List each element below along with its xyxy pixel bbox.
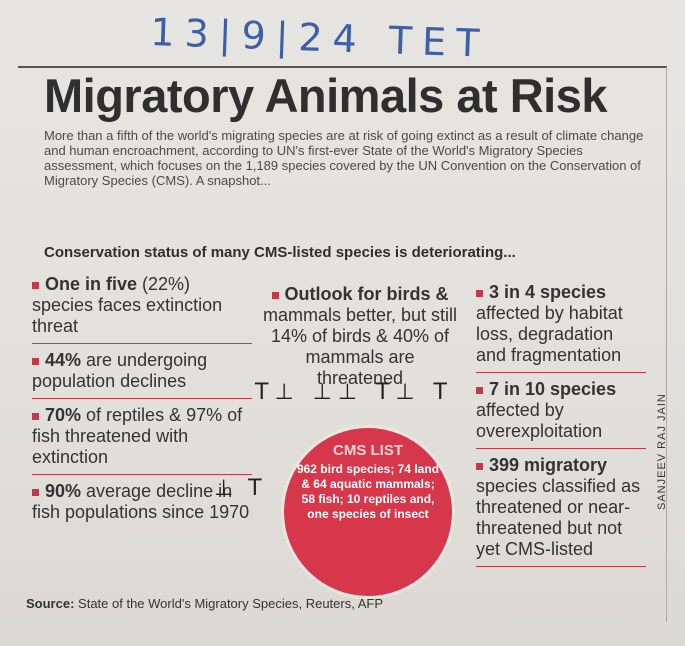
headline: Migratory Animals at Risk — [44, 69, 607, 122]
stat-item: One in five (22%) species faces extincti… — [32, 274, 252, 344]
stat-item: Outlook for birds & mammals better, but … — [262, 284, 458, 388]
bullet-icon — [32, 412, 39, 420]
stat-item: 7 in 10 species affected by overexploita… — [476, 379, 646, 449]
pen-marks: T⊥ ⊥⊥ T⊥ T — [255, 380, 453, 405]
bullet-icon — [32, 488, 39, 496]
stat-item: 90% average decline in fish populations … — [32, 481, 250, 522]
cms-list-circle: CMS LIST 962 bird species; 74 land & 64 … — [284, 428, 452, 596]
right-column: 3 in 4 species affected by habitat loss,… — [476, 282, 646, 567]
article-frame — [18, 66, 667, 622]
stat-item: 399 migratory species classified as thre… — [476, 455, 646, 567]
bullet-icon — [476, 386, 483, 394]
stat-item: 3 in 4 species affected by habitat loss,… — [476, 282, 646, 373]
stat-item: 70% of reptiles & 97% of fish threatened… — [32, 405, 252, 475]
middle-column: Outlook for birds & mammals better, but … — [260, 284, 460, 395]
subheading: Conservation status of many CMS-listed s… — [44, 244, 516, 261]
bullet-icon — [32, 357, 39, 365]
artist-credit: SANJEEV RAJ JAIN — [656, 393, 668, 510]
cms-list-title: CMS LIST — [333, 442, 403, 459]
left-column: One in five (22%) species faces extincti… — [32, 274, 252, 529]
bullet-icon — [476, 289, 483, 297]
bullet-icon — [271, 291, 279, 299]
cms-list-body: 962 bird species; 74 land & 64 aquatic m… — [296, 462, 440, 521]
source-label: Source: — [26, 596, 75, 611]
source-line: Source: State of the World's Migratory S… — [26, 596, 383, 611]
source-text: State of the World's Migratory Species, … — [78, 596, 384, 611]
stat-item: 44% are undergoing population declines — [32, 350, 252, 399]
bullet-icon — [32, 281, 39, 289]
pen-marks: ⊥ T — [214, 476, 266, 501]
intro-paragraph: More than a fifth of the world's migrati… — [44, 128, 644, 188]
bullet-icon — [476, 462, 483, 470]
